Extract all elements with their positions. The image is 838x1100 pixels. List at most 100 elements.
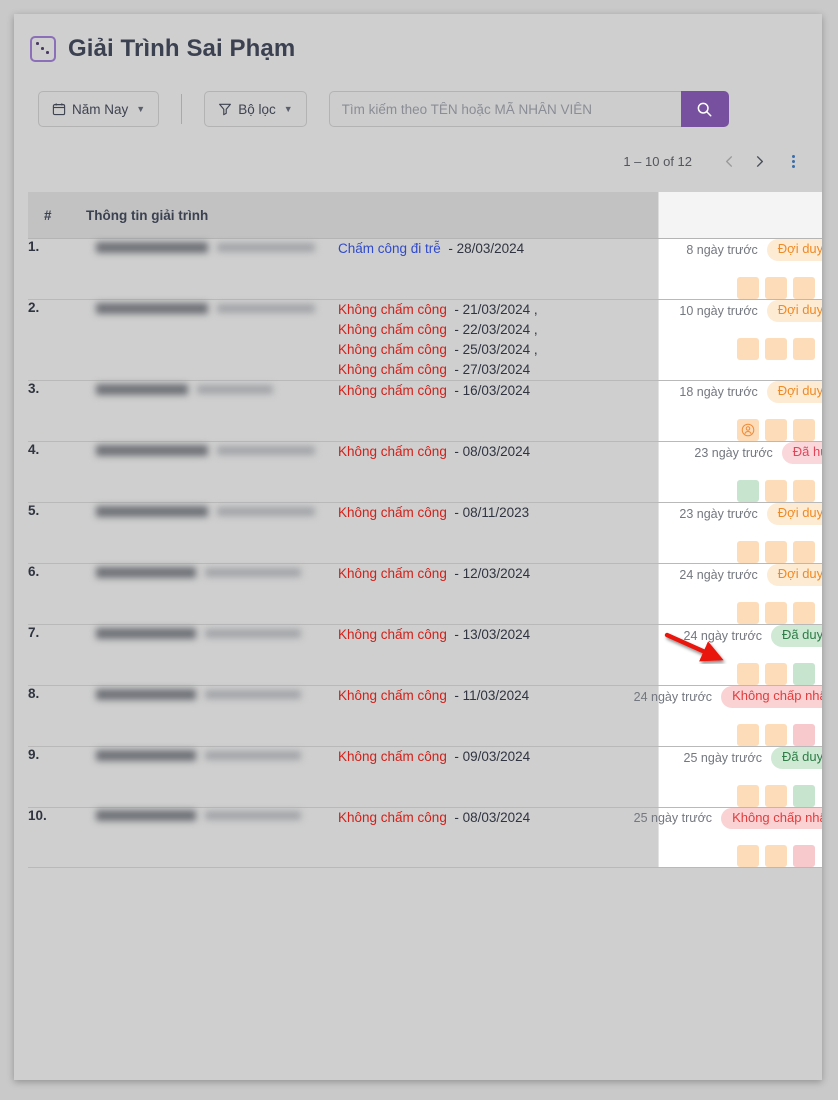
approval-step-box[interactable] xyxy=(764,723,787,746)
table-row[interactable]: 3. Không chấm công - 16/03/2024 18 ngày tr… xyxy=(28,380,822,442)
violation-type-link[interactable]: Không chấm công xyxy=(338,626,447,642)
search-icon xyxy=(696,101,713,118)
violation-list: Không chấm công - 13/03/2024 xyxy=(338,625,658,645)
employee-cell[interactable] xyxy=(86,300,338,315)
violation-type-link[interactable]: Không chấm công xyxy=(338,687,447,703)
violation-type-link[interactable]: Không chấm công xyxy=(338,321,447,337)
violation-type-link[interactable]: Không chấm công xyxy=(338,341,447,357)
violation-type-link[interactable]: Không chấm công xyxy=(338,504,447,520)
employee-name-redacted xyxy=(96,810,196,822)
status-badge: Không chấp nhận xyxy=(721,685,822,708)
column-header-number: # xyxy=(28,192,86,239)
violation-type-link[interactable]: Chấm công đi trễ xyxy=(338,241,441,256)
row-info-cell: Không chấm công - 21/03/2024 , Không chấm… xyxy=(86,299,659,381)
employee-cell[interactable] xyxy=(86,808,338,823)
violation-type-link[interactable]: Không chấm công xyxy=(338,443,447,459)
approval-step-box[interactable] xyxy=(764,540,787,563)
violation-line: Không chấm công - 22/03/2024 , xyxy=(338,320,658,340)
approval-step-box[interactable] xyxy=(764,276,787,299)
approval-step-box[interactable] xyxy=(736,540,759,563)
violation-type-link[interactable]: Không chấm công xyxy=(338,565,447,581)
table-body: 1. Chấm công đi trễ - 28/03/2024 8 ngày tr… xyxy=(28,238,822,869)
table-row[interactable]: 10. Không chấm công - 08/03/2024 25 ngày t… xyxy=(28,807,822,869)
employee-name-redacted xyxy=(96,688,196,700)
row-number: 2. xyxy=(28,299,86,381)
search-button[interactable] xyxy=(680,91,729,127)
row-status-cell: 8 ngày trước Đợi duyệt 0/3 xyxy=(658,238,822,300)
approval-step-box[interactable] xyxy=(792,540,815,563)
violation-type-link[interactable]: Không chấm công xyxy=(338,301,447,317)
approval-step-box[interactable] xyxy=(764,601,787,624)
prev-page-button[interactable] xyxy=(714,146,744,176)
time-ago-label: 24 ngày trước xyxy=(679,567,758,582)
employee-cell[interactable] xyxy=(86,381,338,396)
violation-date: - 13/03/2024 xyxy=(454,626,531,642)
table-row[interactable]: 4. Không chấm công - 08/03/2024 23 ngày tr… xyxy=(28,441,822,503)
employee-cell[interactable] xyxy=(86,564,338,579)
approval-steps: 0/3 xyxy=(659,479,822,502)
employee-cell[interactable] xyxy=(86,442,338,457)
row-info-cell: Không chấm công - 08/03/2024 xyxy=(86,441,659,503)
violation-type-link[interactable]: Không chấm công xyxy=(338,361,447,377)
approval-step-box[interactable] xyxy=(792,337,815,360)
next-page-button[interactable] xyxy=(744,146,774,176)
approval-step-box[interactable] xyxy=(792,601,815,624)
employee-cell[interactable] xyxy=(86,686,338,701)
approval-step-box[interactable] xyxy=(792,845,815,868)
table-row[interactable]: 1. Chấm công đi trễ - 28/03/2024 8 ngày tr… xyxy=(28,238,822,300)
approval-steps: 0/3 xyxy=(659,845,822,868)
approval-step-box[interactable] xyxy=(792,479,815,502)
approval-step-box[interactable] xyxy=(792,723,815,746)
approval-step-box[interactable] xyxy=(736,784,759,807)
employee-name-redacted xyxy=(96,302,208,314)
approver-avatar-step[interactable] xyxy=(736,418,759,441)
page-range-label: 1 – 10 of 12 xyxy=(623,153,692,169)
approval-step-box[interactable] xyxy=(736,723,759,746)
approval-steps: 0/3 xyxy=(659,784,822,807)
approval-step-box[interactable] xyxy=(736,276,759,299)
violation-line: Không chấm công - 27/03/2024 xyxy=(338,360,658,380)
approval-step-box[interactable] xyxy=(736,601,759,624)
employee-cell[interactable] xyxy=(86,625,338,640)
approval-steps: 0/3 xyxy=(659,540,822,563)
table-row[interactable]: 9. Không chấm công - 09/03/2024 25 ngày tr… xyxy=(28,746,822,808)
employee-cell[interactable] xyxy=(86,503,338,518)
violation-type-link[interactable]: Không chấm công xyxy=(338,382,447,398)
approval-step-box[interactable] xyxy=(764,662,787,685)
approval-step-box[interactable] xyxy=(736,337,759,360)
explanations-table: # Thông tin giải trình 1. Chấm công đi tr… xyxy=(28,192,822,869)
violation-type-link[interactable]: Không chấm công xyxy=(338,748,447,764)
filter-label: Bộ lọc xyxy=(238,101,276,117)
approval-step-box[interactable] xyxy=(792,662,815,685)
approval-step-box[interactable] xyxy=(792,784,815,807)
approval-step-box[interactable] xyxy=(764,845,787,868)
approval-step-box[interactable] xyxy=(764,479,787,502)
employee-cell[interactable] xyxy=(86,239,338,254)
approval-step-box[interactable] xyxy=(736,479,759,502)
violation-list: Không chấm công - 08/03/2024 xyxy=(338,808,658,828)
employee-cell[interactable] xyxy=(86,747,338,762)
approval-step-box[interactable] xyxy=(736,662,759,685)
period-filter-button[interactable]: Năm Nay ▼ xyxy=(38,91,160,127)
row-info-cell: Không chấm công - 13/03/2024 xyxy=(86,624,659,686)
table-row[interactable]: 5. Không chấm công - 08/11/2023 23 ngày tr… xyxy=(28,502,822,564)
time-ago-label: 25 ngày trước xyxy=(683,750,762,765)
violation-list: Chấm công đi trễ - 28/03/2024 xyxy=(338,239,658,259)
search-input[interactable] xyxy=(328,91,681,127)
approval-step-box[interactable] xyxy=(792,276,815,299)
filter-button[interactable]: Bộ lọc ▼ xyxy=(204,91,307,127)
table-row[interactable]: 7. Không chấm công - 13/03/2024 24 ngày tr… xyxy=(28,624,822,686)
more-vertical-icon[interactable] xyxy=(782,146,804,176)
approval-step-box[interactable] xyxy=(736,845,759,868)
approval-step-box[interactable] xyxy=(764,784,787,807)
approval-step-box[interactable] xyxy=(764,337,787,360)
table-row[interactable]: 8. Không chấm công - 11/03/2024 24 ngày tr… xyxy=(28,685,822,747)
row-info-cell: Không chấm công - 11/03/2024 xyxy=(86,685,659,747)
row-info-cell: Không chấm công - 16/03/2024 xyxy=(86,380,659,442)
approval-step-box[interactable] xyxy=(764,418,787,441)
approval-step-box[interactable] xyxy=(792,418,815,441)
row-status-cell: 24 ngày trước Đợi duyệt 0/3 xyxy=(658,563,822,625)
table-row[interactable]: 2. Không chấm công - 21/03/2024 , Không ch… xyxy=(28,299,822,381)
violation-type-link[interactable]: Không chấm công xyxy=(338,809,447,825)
table-row[interactable]: 6. Không chấm công - 12/03/2024 24 ngày tr… xyxy=(28,563,822,625)
